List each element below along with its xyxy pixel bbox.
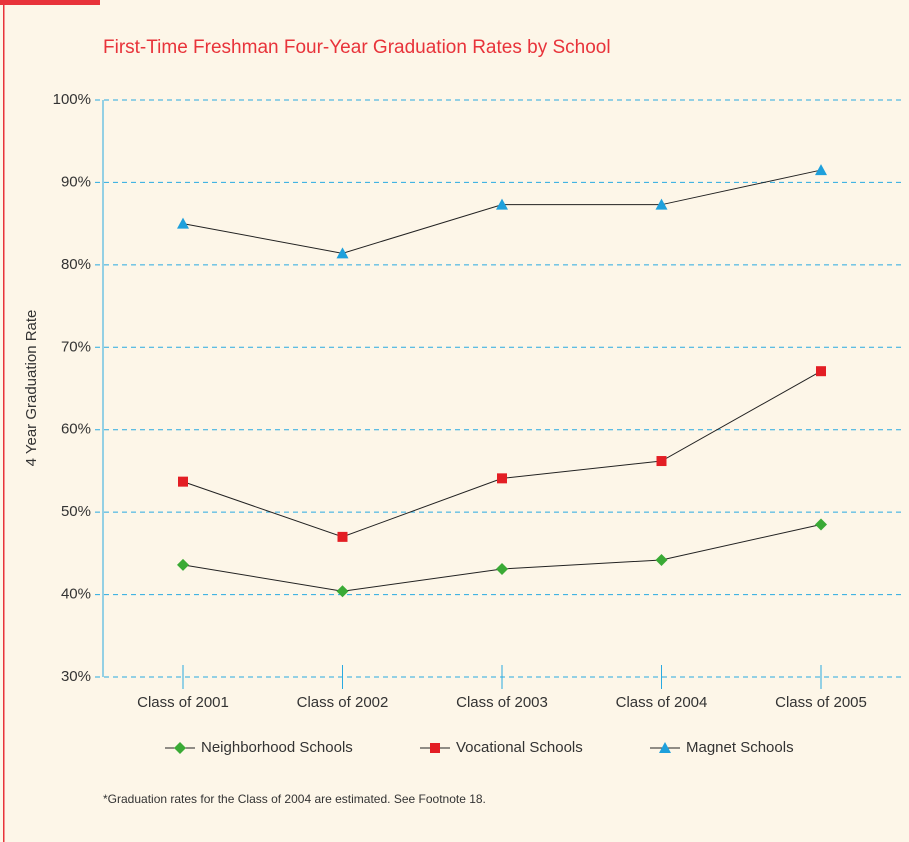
marker — [430, 743, 440, 753]
marker — [816, 366, 826, 377]
y-tick-label: 80% — [61, 256, 91, 273]
y-tick-label: 30% — [61, 668, 91, 685]
x-tick-label: Class of 2005 — [775, 694, 867, 711]
marker — [656, 456, 667, 467]
marker — [496, 563, 508, 576]
marker — [496, 198, 508, 210]
marker — [815, 518, 827, 531]
legend-label: Neighborhood Schools — [201, 739, 353, 756]
y-axis-label: 4 Year Graduation Rate — [23, 310, 40, 467]
x-tick-label: Class of 2003 — [456, 694, 548, 711]
marker — [178, 476, 188, 487]
y-tick-label: 90% — [61, 173, 91, 190]
y-tick-label: 50% — [61, 503, 91, 520]
marker — [655, 553, 668, 566]
legend-label: Magnet Schools — [686, 739, 794, 756]
marker — [174, 742, 186, 754]
x-tick-label: Class of 2001 — [137, 694, 229, 711]
marker — [337, 531, 348, 542]
y-tick-label: 40% — [61, 586, 91, 603]
marker — [497, 473, 507, 484]
marker — [336, 585, 349, 598]
footnote: *Graduation rates for the Class of 2004 … — [103, 792, 486, 806]
left-border — [3, 0, 5, 842]
y-tick-label: 70% — [61, 338, 91, 355]
marker — [177, 558, 189, 571]
marker — [336, 247, 349, 259]
marker — [655, 198, 668, 210]
marker — [177, 217, 189, 229]
marker — [659, 742, 671, 753]
y-tick-label: 60% — [61, 421, 91, 438]
chart-title: First-Time Freshman Four-Year Graduation… — [103, 37, 611, 58]
legend-label: Vocational Schools — [456, 739, 583, 756]
x-tick-label: Class of 2004 — [616, 694, 708, 711]
header-bar — [0, 0, 100, 5]
marker — [815, 164, 827, 176]
x-tick-label: Class of 2002 — [297, 694, 389, 711]
y-tick-label: 100% — [53, 91, 91, 108]
